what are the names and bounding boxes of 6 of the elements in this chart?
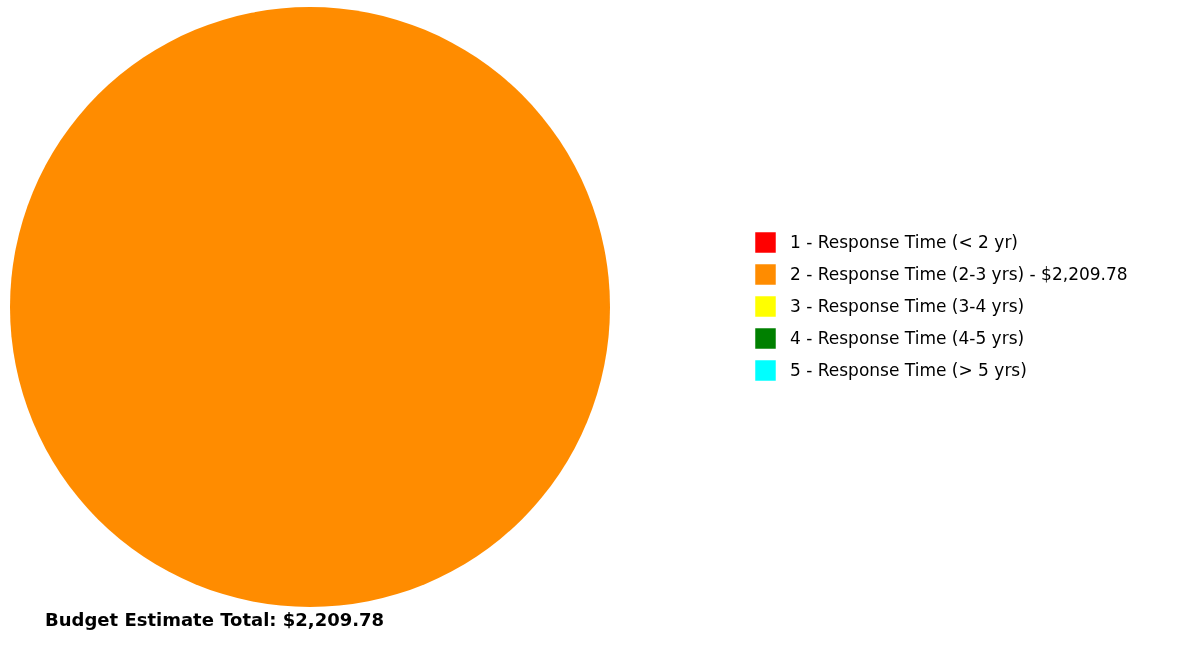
legend-label: 2 - Response Time (2-3 yrs) - $2,209.78 [790,263,1128,284]
legend-label: 3 - Response Time (3-4 yrs) [790,295,1025,316]
legend-label: 1 - Response Time (< 2 yr) [790,231,1018,252]
legend-label: 4 - Response Time (4-5 yrs) [790,327,1025,348]
legend-label: 5 - Response Time (> 5 yrs) [790,359,1027,380]
text: Budget Estimate Total: $2,209.78 [45,609,385,630]
